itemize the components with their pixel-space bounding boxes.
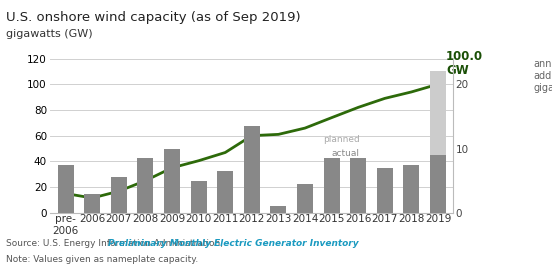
Bar <box>217 171 233 213</box>
Text: Preliminary Monthly Electric Generator Inventory: Preliminary Monthly Electric Generator I… <box>108 239 358 248</box>
Bar <box>57 165 73 213</box>
Bar <box>270 206 286 213</box>
Text: annual
additions
gigawatts: annual additions gigawatts <box>533 59 552 93</box>
Bar <box>323 158 339 213</box>
Text: 100.0
GW: 100.0 GW <box>446 49 483 77</box>
Text: actual: actual <box>332 149 360 158</box>
Bar <box>111 177 127 213</box>
Bar <box>190 181 206 213</box>
Text: Note: Values given as nameplate capacity.: Note: Values given as nameplate capacity… <box>6 255 198 264</box>
Text: Source: U.S. Energy Information Administration,: Source: U.S. Energy Information Administ… <box>6 239 225 248</box>
Bar <box>377 168 393 213</box>
Bar <box>84 194 100 213</box>
Text: gigawatts (GW): gigawatts (GW) <box>6 29 92 39</box>
Bar <box>137 158 153 213</box>
Text: U.S. onshore wind capacity (as of Sep 2019): U.S. onshore wind capacity (as of Sep 20… <box>6 11 300 24</box>
Bar <box>404 165 420 213</box>
Bar <box>430 155 446 213</box>
Bar <box>430 71 446 155</box>
Text: planned: planned <box>323 135 360 144</box>
Bar <box>350 158 366 213</box>
Bar <box>244 126 260 213</box>
Bar <box>297 184 313 213</box>
Bar <box>164 148 180 213</box>
